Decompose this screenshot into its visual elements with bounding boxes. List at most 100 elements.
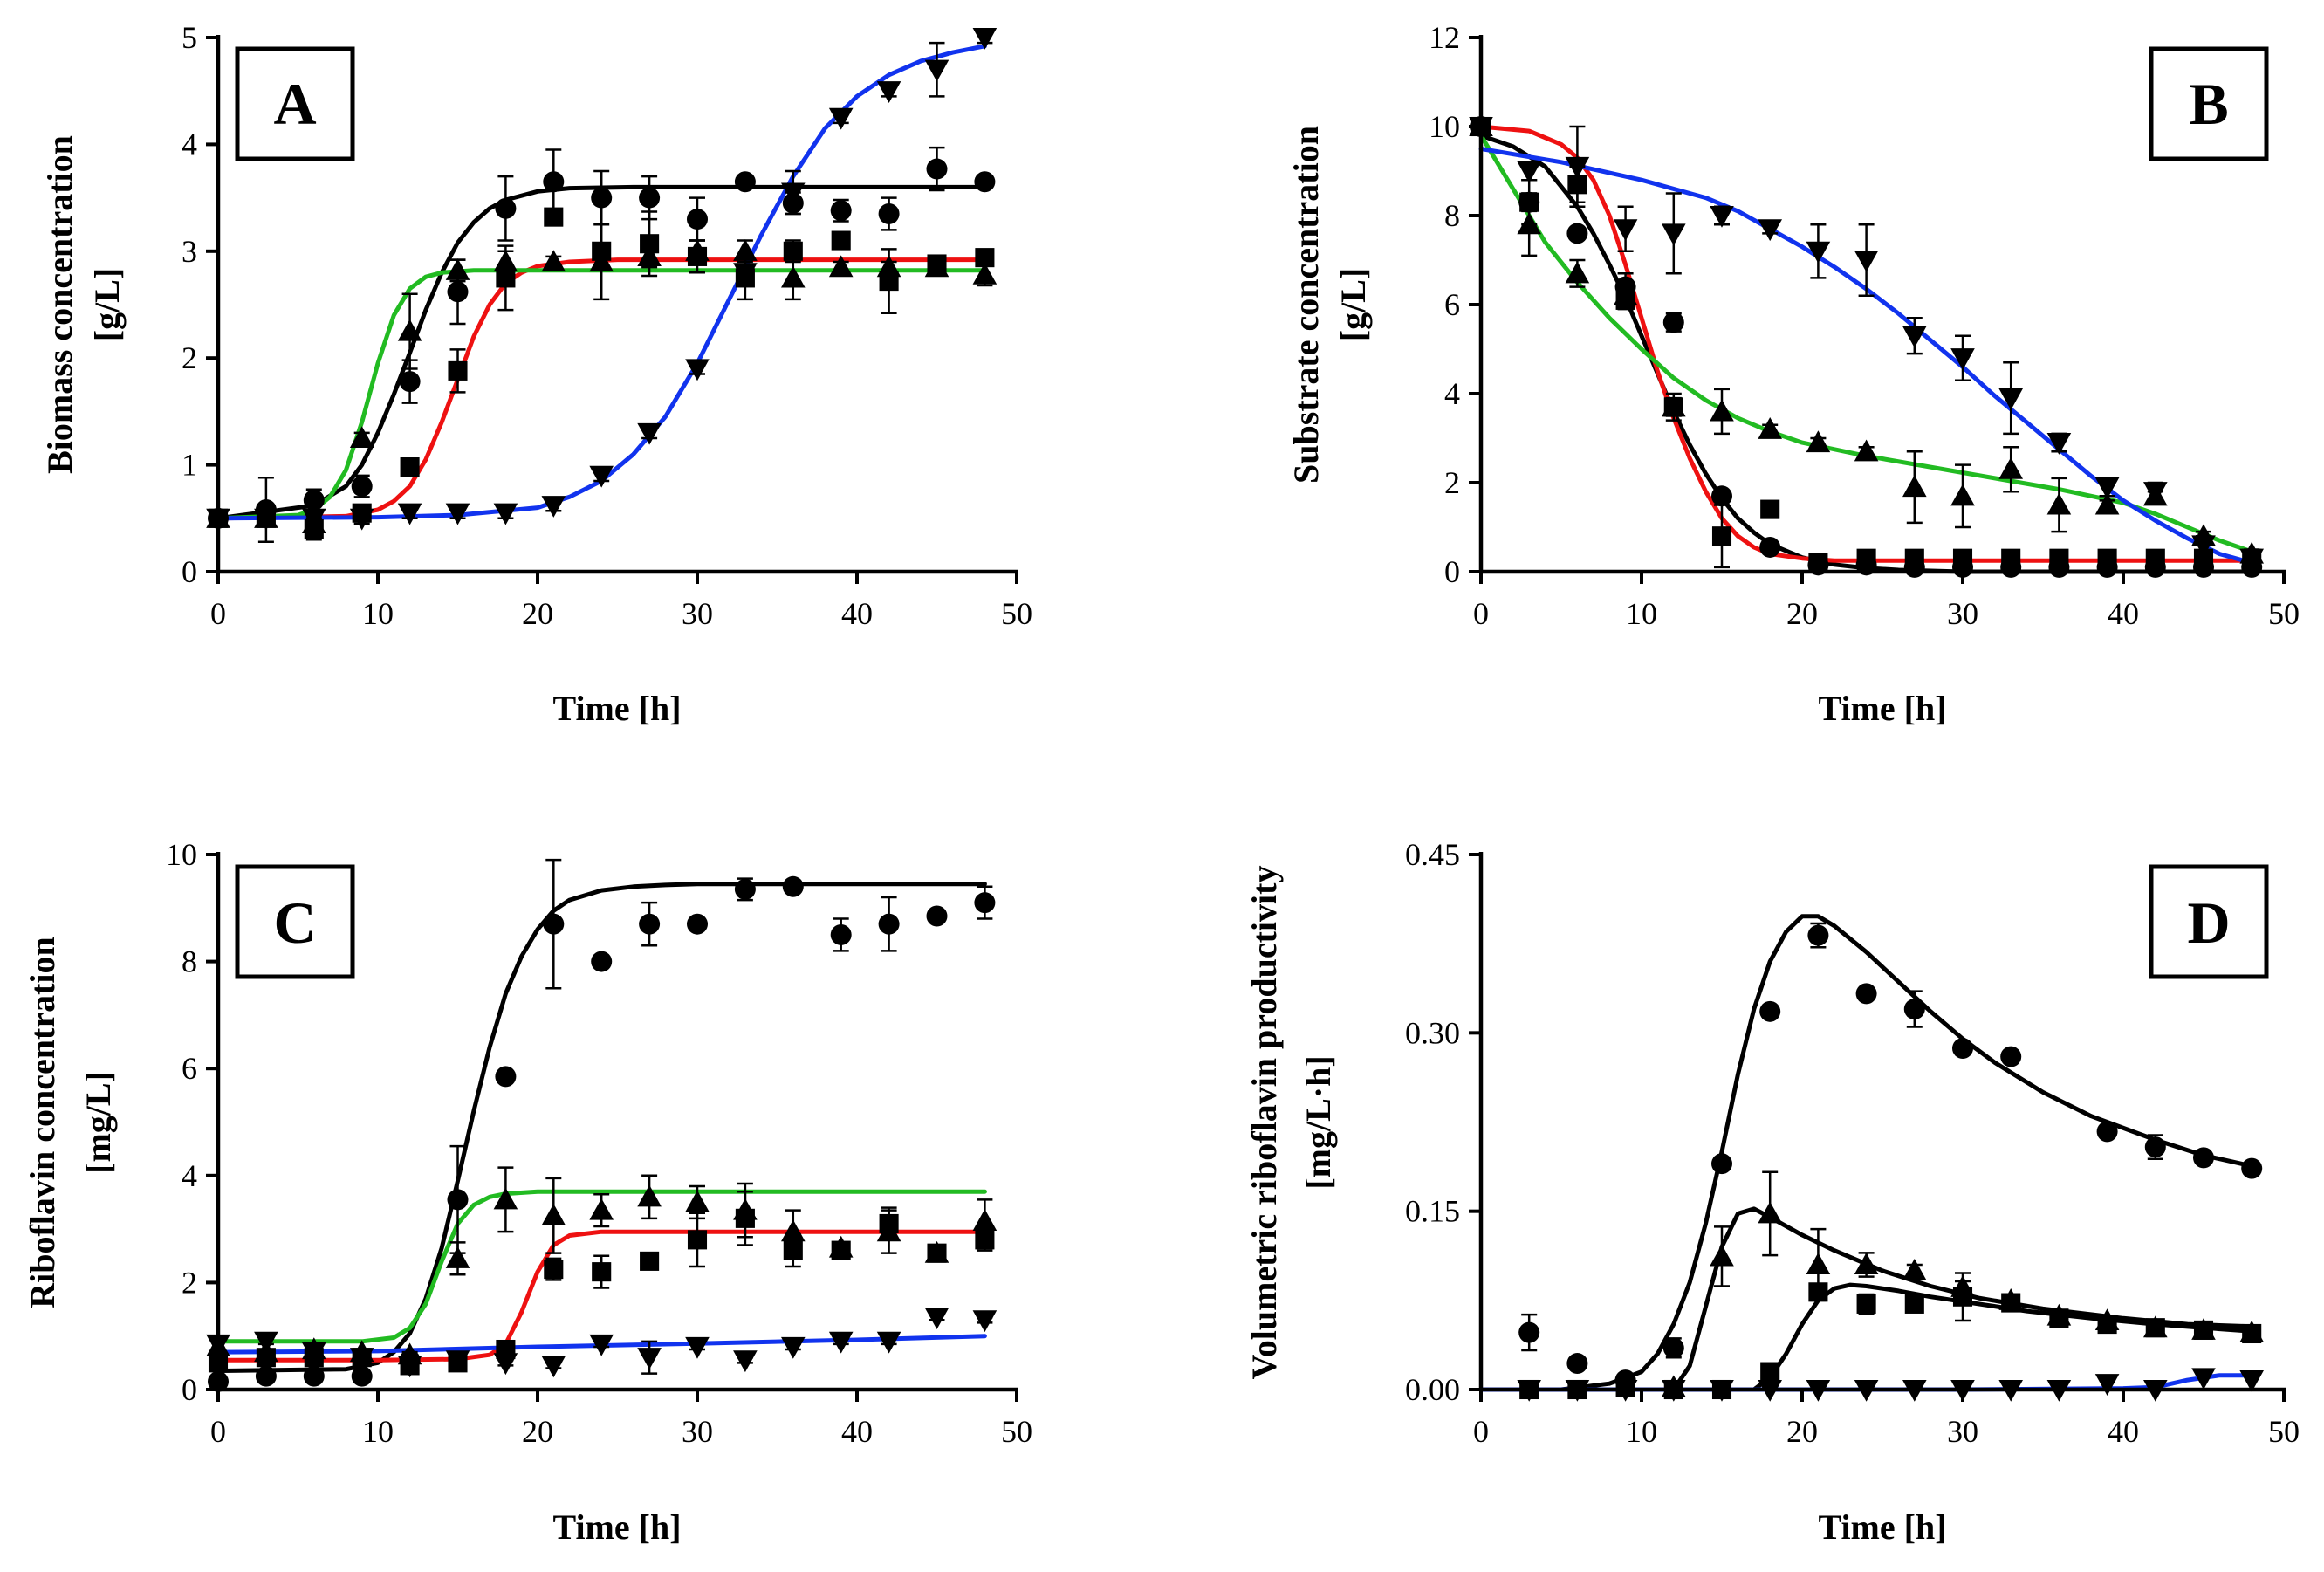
panel-a-point-triangle-down (972, 27, 997, 50)
panel-c-ylabel-line2: [mg/L] (79, 1071, 118, 1174)
panel-b-xlabel: Time [h] (1818, 689, 1946, 728)
panel-c-point-triangle-up (493, 1187, 518, 1210)
panel-c-point-circle (255, 1365, 277, 1387)
panel-d-point-circle (2096, 1121, 2118, 1143)
panel-d-point-square (1904, 1294, 1924, 1314)
panel-b-point-triangle-up (1902, 475, 1927, 498)
panel-a-point-square (448, 360, 468, 381)
panel-d-x-tick-label: 10 (1626, 1414, 1657, 1449)
panel-b-point-square (1760, 499, 1780, 519)
panel-b-point-triangle-down (1758, 219, 1782, 242)
panel-b-point-square (2145, 548, 2165, 568)
panel-d-point-circle (2144, 1136, 2166, 1158)
panel-b-point-triangle-down (1806, 241, 1831, 264)
panel-a-point-triangle-down (876, 81, 901, 103)
panel-a-fit-curve-2 (216, 257, 987, 521)
panel-a-point-circle (639, 187, 661, 209)
panel-c-point-circle (734, 878, 756, 900)
panel-d-point-triangle-up (2239, 1320, 2264, 1342)
panel-c-point-triangle-down (876, 1331, 901, 1354)
panel-b-point-triangle-down (2239, 548, 2264, 571)
panel-d-y-tick-label: 0.15 (1405, 1194, 1460, 1229)
panel-b-point-square (2049, 548, 2069, 568)
panel-c-y-tick-label: 0 (182, 1372, 197, 1407)
panel-d-point-triangle-down (2239, 1370, 2264, 1392)
panel-a-x-tick-label: 30 (682, 596, 713, 631)
panel-c-ylabel-line1: Riboflavin concentration (23, 937, 62, 1308)
panel-d-point-triangle-up (1710, 1244, 1734, 1267)
panel-b-fit-curve-2 (1478, 124, 2254, 563)
panel-a-fit-curve-1 (216, 184, 987, 521)
panel-b-x-tick-label: 0 (1473, 596, 1489, 631)
panel-d-x-tick-label: 0 (1473, 1414, 1489, 1449)
panel-b-point-circle (1711, 485, 1732, 507)
panel-c-point-circle (351, 1365, 373, 1387)
panel-a-point-circle (974, 171, 996, 193)
panel-a-y-tick-label: 5 (182, 20, 197, 55)
panel-d-y-tick-label: 0.45 (1405, 837, 1460, 872)
panel-a-point-triangle-up (828, 255, 854, 278)
panel-d-ylabel-line1: Volumetric riboflavin productivity (1244, 866, 1284, 1380)
panel-b-point-triangle-up (1710, 399, 1734, 422)
panel-a-point-square (640, 234, 660, 254)
panel-c-point-triangle-down (924, 1308, 949, 1330)
panel-c-points (206, 858, 997, 1392)
panel-b-point-triangle-up (1806, 430, 1831, 453)
panel-a-point-circle (878, 203, 900, 224)
panel-c-point-triangle-up (924, 1240, 949, 1263)
panel-a-point-circle (830, 200, 852, 222)
panel-b: 0 10 20 30 40 50 0 2 4 6 8 10 12 B Time [h] Substrat… (1286, 20, 2300, 728)
panel-c-point-triangle-down (445, 1350, 470, 1373)
panel-c-point-circle (447, 1189, 469, 1211)
panel-d-x-tick-label: 50 (2268, 1414, 2300, 1449)
panel-c-point-triangle-up (876, 1219, 901, 1242)
panel-d-ylabel-line2: [mg/L·h] (1299, 1055, 1338, 1189)
panel-b-point-triangle-down (2046, 433, 2072, 455)
panel-b-point-triangle-up (2094, 492, 2120, 515)
panel-a-point-triangle-down (781, 182, 806, 205)
panel-b-y-tick-label: 10 (1429, 109, 1460, 144)
panel-a-point-triangle-down (685, 359, 710, 381)
panel-d-point-circle (2000, 1046, 2022, 1067)
panel-d-point-circle (1759, 1000, 1781, 1022)
panel-d-fit-curve-3 (1752, 1282, 2254, 1392)
panel-c-x-tick-label: 40 (841, 1414, 873, 1449)
panel-b-point-triangle-down (2191, 535, 2216, 558)
panel-c-point-triangle-down (349, 1348, 374, 1370)
panel-a-point-triangle-up (685, 239, 710, 261)
panel-d-point-circle (1662, 1337, 1684, 1359)
panel-b-point-triangle-down (1950, 348, 1975, 370)
panel-a-point-triangle-down (828, 107, 854, 130)
panel-b-point-square (1856, 548, 1876, 568)
panel-c-point-square (687, 1230, 708, 1250)
panel-a-point-triangle-down (445, 503, 470, 525)
panel-b-y-tick-label: 4 (1444, 376, 1460, 411)
panel-d-points (1517, 922, 2264, 1402)
panel-c-axes (206, 852, 1018, 1402)
panel-c-point-triangle-up (589, 1198, 614, 1220)
panel-a-points (206, 27, 997, 543)
panel-a-point-triangle-down (541, 496, 566, 518)
panel-b-point-square (2001, 548, 2021, 568)
panel-a: 0 10 20 30 40 50 0 1 2 3 4 5 A Time [h] Biomass con… (40, 20, 1032, 728)
panel-d-point-triangle-up (2046, 1303, 2072, 1326)
panel-a-fit-curve-4 (216, 44, 987, 521)
panel-a-x-tick-label: 0 (210, 596, 226, 631)
panel-d-axes (1469, 852, 2286, 1402)
panel-d-point-triangle-up (1998, 1288, 2023, 1310)
panel-b-point-triangle-up (1758, 417, 1782, 439)
panel-d-point-circle (1807, 924, 1829, 946)
panel-a-point-triangle-up (589, 250, 614, 272)
panel-c-point-triangle-down (637, 1348, 662, 1370)
panel-d-point-circle (1855, 983, 1877, 1005)
panel-b-fit-curve-1 (1478, 133, 2254, 574)
panel-b-point-triangle-up (1565, 261, 1590, 284)
panel-d-point-square (1760, 1362, 1780, 1382)
panel-a-xlabel: Time [h] (552, 689, 681, 728)
panel-c-point-triangle-up (445, 1246, 470, 1268)
panel-c-point-triangle-up (733, 1198, 758, 1220)
panel-a-ylabel-line1: Biomass concentration (40, 135, 79, 474)
panel-c-point-circle (926, 905, 948, 927)
panel-a-y-tick-label: 1 (182, 448, 197, 483)
panel-a-tick-labels: 0 10 20 30 40 50 0 1 2 3 4 5 (182, 20, 1032, 631)
